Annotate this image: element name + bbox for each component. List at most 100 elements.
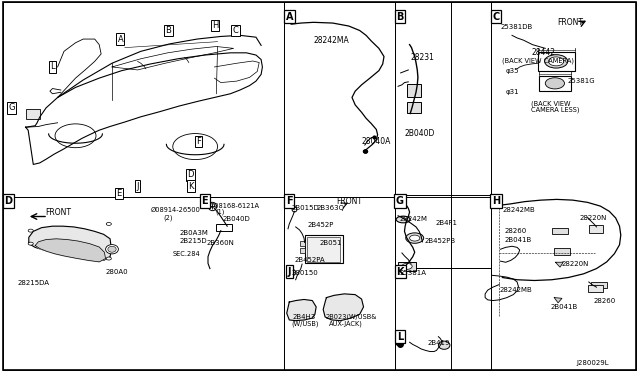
Bar xyxy=(332,306,352,311)
Polygon shape xyxy=(556,262,563,267)
Bar xyxy=(591,282,607,288)
Text: Ø08168-6121A: Ø08168-6121A xyxy=(210,202,260,208)
Bar xyxy=(588,285,603,292)
Text: 28220N: 28220N xyxy=(580,215,607,221)
Text: CAMERA LESS): CAMERA LESS) xyxy=(531,107,580,113)
Ellipse shape xyxy=(106,245,118,254)
Bar xyxy=(398,262,416,271)
Bar xyxy=(395,195,491,268)
Bar xyxy=(395,268,491,370)
Text: 28260: 28260 xyxy=(594,298,616,304)
Text: 2B452PB: 2B452PB xyxy=(425,238,456,244)
Circle shape xyxy=(28,229,33,232)
Text: 2B0A3M: 2B0A3M xyxy=(179,230,208,235)
Text: F: F xyxy=(196,137,201,146)
Bar xyxy=(307,237,340,262)
Text: E: E xyxy=(202,196,208,206)
Text: φ35: φ35 xyxy=(506,68,519,74)
Bar xyxy=(216,224,232,231)
Text: Ø08914-26500: Ø08914-26500 xyxy=(150,207,200,213)
Text: (1): (1) xyxy=(216,209,225,215)
Text: 2B215D: 2B215D xyxy=(179,238,207,244)
Text: F: F xyxy=(286,196,292,206)
Bar xyxy=(407,102,421,113)
Bar xyxy=(589,225,603,232)
Bar xyxy=(333,311,351,317)
Text: 2B4F1: 2B4F1 xyxy=(435,220,457,226)
Text: E: E xyxy=(116,189,122,198)
Bar xyxy=(3,2,284,370)
Circle shape xyxy=(28,242,33,245)
Bar xyxy=(552,228,568,234)
Circle shape xyxy=(55,124,96,148)
Text: (2): (2) xyxy=(163,214,173,221)
Circle shape xyxy=(406,233,424,243)
Text: FRONT: FRONT xyxy=(557,18,583,27)
Text: K: K xyxy=(188,182,193,190)
Text: 2B015D: 2B015D xyxy=(291,205,319,211)
Polygon shape xyxy=(554,298,562,303)
Text: L: L xyxy=(397,332,403,341)
Text: L: L xyxy=(50,62,55,71)
Bar xyxy=(395,2,491,197)
Text: 2B051: 2B051 xyxy=(320,240,342,246)
Text: H: H xyxy=(212,21,218,30)
Text: B: B xyxy=(396,12,404,22)
Text: 28231: 28231 xyxy=(411,53,435,62)
Text: φ31: φ31 xyxy=(506,89,519,95)
Text: 28242MB: 28242MB xyxy=(499,287,532,293)
Text: 28040A: 28040A xyxy=(362,137,391,146)
Text: J: J xyxy=(287,267,291,276)
Text: H: H xyxy=(492,196,500,206)
Circle shape xyxy=(106,257,111,260)
Ellipse shape xyxy=(396,216,410,223)
Bar xyxy=(294,311,310,317)
Text: 2B040D: 2B040D xyxy=(223,217,250,222)
Text: 2B040D: 2B040D xyxy=(404,129,435,138)
Text: (BACK VIEW CAMERA): (BACK VIEW CAMERA) xyxy=(502,57,575,64)
Text: 2B452P: 2B452P xyxy=(307,222,333,228)
Text: 2B023(W/USB&: 2B023(W/USB& xyxy=(326,314,377,320)
Text: (BACK VIEW: (BACK VIEW xyxy=(531,100,571,107)
Bar xyxy=(538,52,575,71)
Polygon shape xyxy=(35,239,106,262)
Bar xyxy=(284,197,395,370)
Text: K: K xyxy=(396,267,404,276)
Bar xyxy=(491,2,636,370)
Text: J: J xyxy=(136,182,139,190)
Bar xyxy=(3,197,284,370)
Text: 2B041B: 2B041B xyxy=(550,304,578,310)
Text: G: G xyxy=(396,196,404,206)
Text: 28242M: 28242M xyxy=(400,216,428,222)
Polygon shape xyxy=(323,294,364,321)
Text: 28442: 28442 xyxy=(531,48,555,57)
Polygon shape xyxy=(287,299,316,321)
Bar xyxy=(407,84,421,97)
Circle shape xyxy=(545,78,564,89)
Text: D: D xyxy=(4,196,12,206)
Text: 2B363Q: 2B363Q xyxy=(317,205,345,211)
Circle shape xyxy=(173,134,218,160)
Bar xyxy=(26,109,40,119)
Text: 28215DA: 28215DA xyxy=(18,280,50,286)
Bar xyxy=(554,248,570,255)
Text: SEC.284: SEC.284 xyxy=(173,251,200,257)
Text: G: G xyxy=(8,103,15,112)
Text: 280A0: 280A0 xyxy=(106,269,128,275)
Text: J280029L: J280029L xyxy=(576,360,609,366)
Circle shape xyxy=(106,222,111,225)
Text: FRONT: FRONT xyxy=(336,197,362,206)
Text: 28220N: 28220N xyxy=(562,261,589,267)
Text: 2B360N: 2B360N xyxy=(207,240,235,246)
Ellipse shape xyxy=(108,246,116,252)
Text: 280150: 280150 xyxy=(291,270,318,276)
Bar xyxy=(300,241,305,246)
Circle shape xyxy=(545,55,568,68)
Text: 25381G: 25381G xyxy=(567,78,595,84)
Bar xyxy=(3,2,284,197)
Bar xyxy=(539,76,571,91)
Text: AUX-JACK): AUX-JACK) xyxy=(329,320,363,327)
Bar xyxy=(300,248,305,253)
Text: B: B xyxy=(165,26,172,35)
Text: A: A xyxy=(118,35,123,44)
